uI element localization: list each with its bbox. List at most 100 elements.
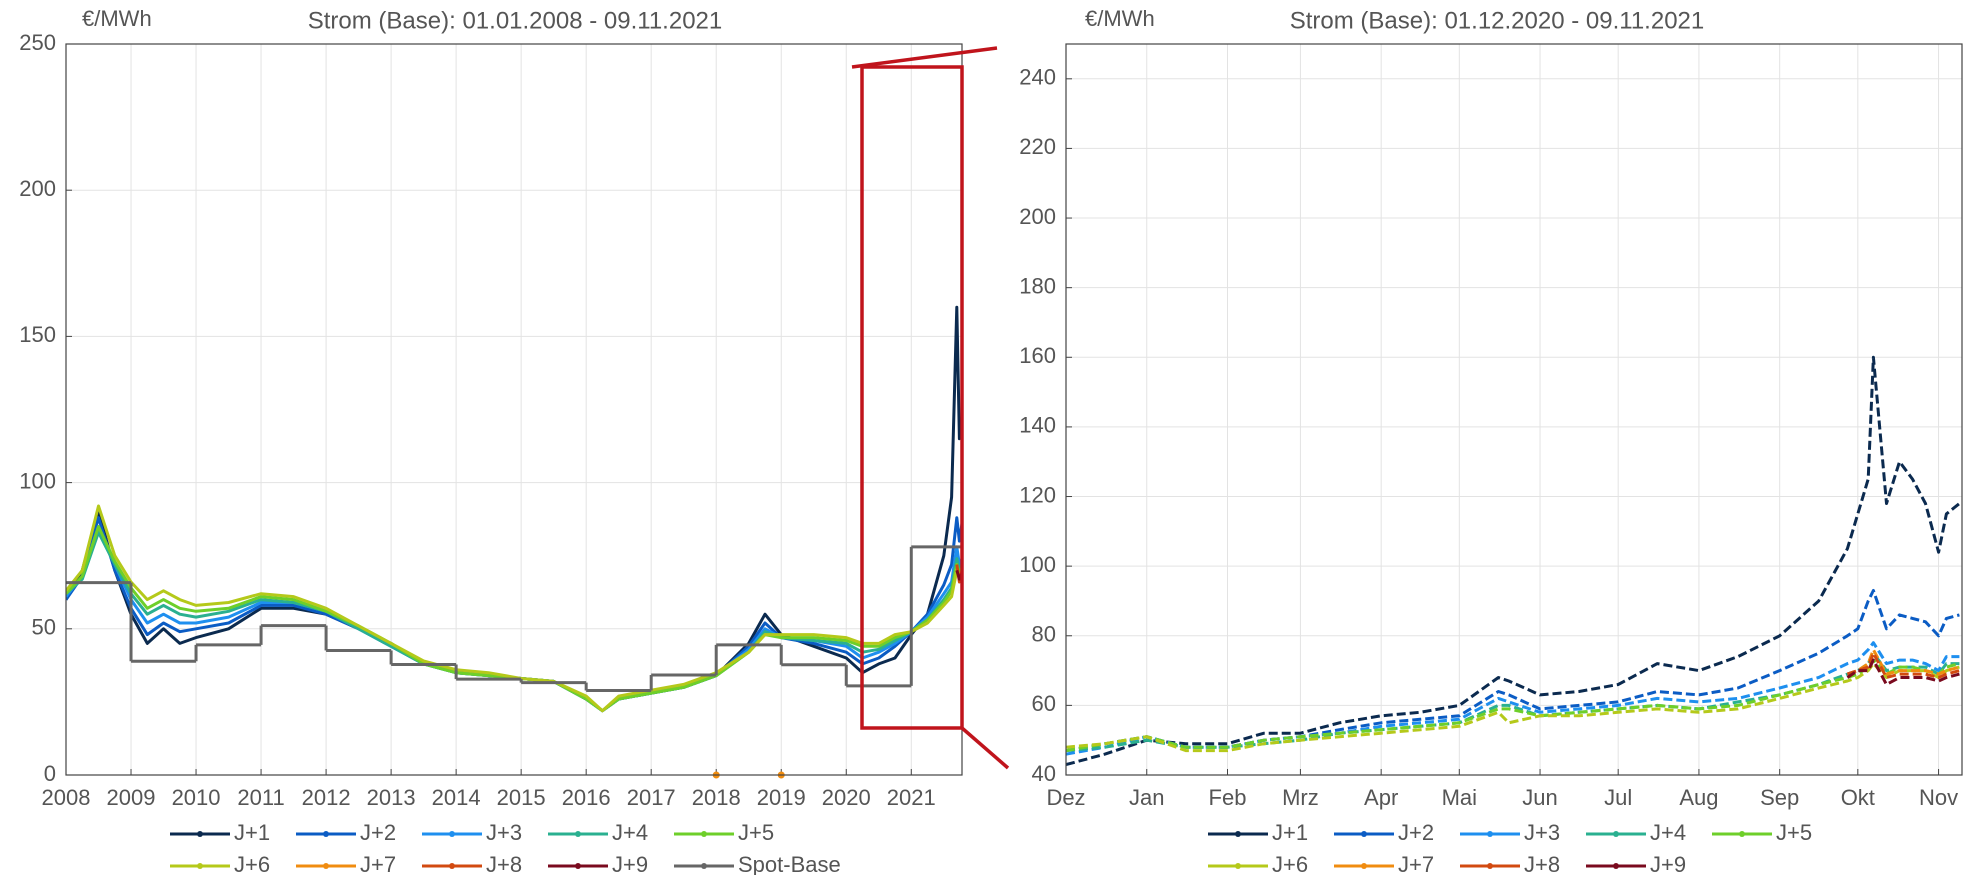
legend-label: J+5 xyxy=(1776,820,1812,845)
legend-marker xyxy=(1235,863,1241,869)
x-tick-label: 2017 xyxy=(627,785,676,810)
legend-label: J+4 xyxy=(1650,820,1686,845)
x-tick-label: 2019 xyxy=(757,785,806,810)
legend-label: J+2 xyxy=(360,820,396,845)
series-line xyxy=(66,504,962,713)
y-tick-label: 250 xyxy=(19,30,56,55)
y-tick-label: 60 xyxy=(1032,691,1056,716)
legend-label: J+9 xyxy=(612,852,648,875)
y-tick-label: 220 xyxy=(1019,134,1056,159)
x-tick-label: 2013 xyxy=(367,785,416,810)
zoom-indicator xyxy=(851,46,1010,770)
legend-label: J+1 xyxy=(234,820,270,845)
legend-marker xyxy=(1613,863,1619,869)
x-tick-label: Mai xyxy=(1442,785,1477,810)
y-tick-label: 150 xyxy=(19,322,56,347)
legend-label: J+3 xyxy=(486,820,522,845)
x-tick-label: Jan xyxy=(1129,785,1164,810)
legend-label: J+6 xyxy=(1272,852,1308,875)
zoom-rect xyxy=(860,65,964,730)
x-tick-label: Okt xyxy=(1841,785,1875,810)
legend-marker xyxy=(323,831,329,837)
legend-marker xyxy=(1487,863,1493,869)
y-tick-label: 160 xyxy=(1019,343,1056,368)
plot-area xyxy=(66,44,962,775)
chart-title: Strom (Base): 01.01.2008 - 09.11.2021 xyxy=(308,7,722,34)
y-tick-label: 0 xyxy=(44,761,56,786)
x-tick-label: Dez xyxy=(1046,785,1085,810)
x-tick-label: 2016 xyxy=(562,785,611,810)
y-tick-label: 100 xyxy=(1019,552,1056,577)
legend-marker xyxy=(449,831,455,837)
y-tick-label: 120 xyxy=(1019,482,1056,507)
legend-marker xyxy=(1613,831,1619,837)
legend-marker xyxy=(323,863,329,869)
y-tick-label: 200 xyxy=(19,176,56,201)
legend-label: J+1 xyxy=(1272,820,1308,845)
series-line xyxy=(1846,658,1960,686)
x-tick-label: Mrz xyxy=(1282,785,1319,810)
y-tick-label: 40 xyxy=(1032,761,1056,786)
x-tick-label: 2008 xyxy=(42,785,91,810)
y-tick-label: 240 xyxy=(1019,65,1056,90)
legend-marker xyxy=(197,831,203,837)
axes-box xyxy=(1065,43,1963,776)
x-tick-label: Aug xyxy=(1679,785,1718,810)
x-tick-label: Jul xyxy=(1604,785,1632,810)
y-axis-label: €/MWh xyxy=(82,6,152,31)
series-line xyxy=(1066,355,1961,767)
y-axis-label: €/MWh xyxy=(1085,6,1155,31)
x-tick-label: Sep xyxy=(1760,785,1799,810)
legend-marker xyxy=(1361,863,1367,869)
y-tick-label: 180 xyxy=(1019,273,1056,298)
series-line xyxy=(1846,651,1960,679)
legend-label: J+7 xyxy=(1398,852,1434,875)
legend-label: J+8 xyxy=(1524,852,1560,875)
legend-marker xyxy=(575,863,581,869)
zoom-line xyxy=(960,726,1010,770)
x-tick-label: Feb xyxy=(1209,785,1247,810)
x-tick-label: Apr xyxy=(1364,785,1398,810)
legend-label: Spot-Base xyxy=(738,852,841,875)
y-tick-label: 50 xyxy=(32,615,56,640)
legend-marker xyxy=(197,863,203,869)
x-tick-label: 2009 xyxy=(107,785,156,810)
zoom-line xyxy=(851,46,998,69)
series-line xyxy=(66,525,962,713)
legend-label: J+6 xyxy=(234,852,270,875)
legend-marker xyxy=(449,863,455,869)
legend-marker xyxy=(575,831,581,837)
x-tick-label: Nov xyxy=(1919,785,1958,810)
legend-label: J+7 xyxy=(360,852,396,875)
x-tick-label: 2020 xyxy=(822,785,871,810)
x-tick-label: Jun xyxy=(1522,785,1557,810)
x-tick-label: 2021 xyxy=(887,785,936,810)
y-tick-label: 200 xyxy=(1019,204,1056,229)
chart-title: Strom (Base): 01.12.2020 - 09.11.2021 xyxy=(1290,7,1704,34)
legend-label: J+4 xyxy=(612,820,648,845)
y-tick-label: 140 xyxy=(1019,413,1056,438)
y-tick-label: 100 xyxy=(19,468,56,493)
series-line xyxy=(1066,641,1960,756)
series-line xyxy=(1066,658,1960,753)
legend-marker xyxy=(1361,831,1367,837)
x-tick-label: 2018 xyxy=(692,785,741,810)
legend-marker xyxy=(701,863,707,869)
series-line xyxy=(1066,589,1960,753)
legend-marker xyxy=(1487,831,1493,837)
legend-label: J+9 xyxy=(1650,852,1686,875)
legend-label: J+5 xyxy=(738,820,774,845)
legend-marker xyxy=(1739,831,1745,837)
x-tick-label: 2010 xyxy=(172,785,221,810)
legend-marker xyxy=(1235,831,1241,837)
x-tick-label: 2011 xyxy=(237,785,284,810)
legend-label: J+2 xyxy=(1398,820,1434,845)
series-line xyxy=(1066,662,1960,753)
plot-area xyxy=(1066,44,1962,775)
legend-label: J+8 xyxy=(486,852,522,875)
y-tick-label: 80 xyxy=(1032,622,1056,647)
legend-label: J+3 xyxy=(1524,820,1560,845)
legend-marker xyxy=(701,831,707,837)
